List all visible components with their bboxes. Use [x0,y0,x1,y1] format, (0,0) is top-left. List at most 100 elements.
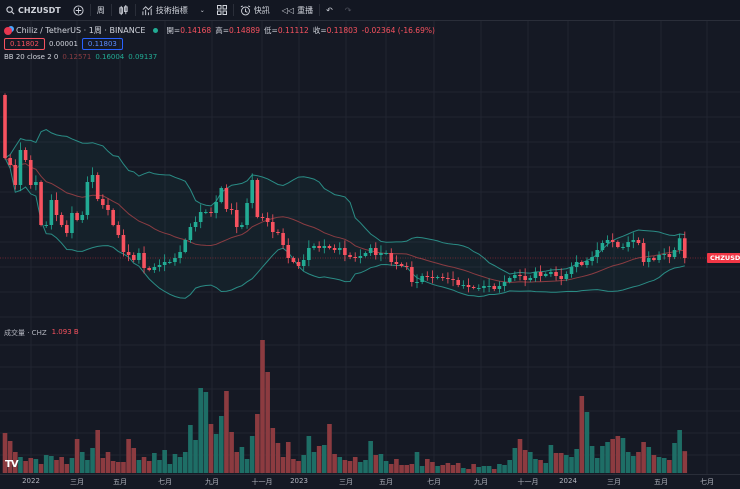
volume-bar [564,455,569,473]
candle-body [363,253,368,256]
volume-bar [409,464,415,473]
candle-body [116,225,121,235]
volume-bar [358,462,363,473]
volume-bar [646,447,652,473]
time-axis-label: 2023 [290,477,308,485]
candle-body [683,238,687,258]
volume-bar [399,465,404,473]
volume-bar [641,442,646,473]
candle-body [234,210,239,227]
volume-bar [651,455,657,473]
candlestick-icon [119,4,128,15]
volume-bar [610,439,615,473]
bollinger-legend[interactable]: BB 20 close 2 0 0.12571 0.16004 0.09137 [4,53,157,61]
candle-body [337,248,342,250]
volume-bar [234,452,240,473]
volume-bar [291,459,296,473]
candle-body [610,240,615,242]
alert-label: 快訊 [253,5,270,15]
volume-bar [198,388,203,473]
bb-label: BB 20 close 2 0 [4,53,59,61]
candle-body [657,255,661,260]
volume-bar [533,459,538,473]
volume-bar [131,448,137,473]
volume-legend[interactable]: 成交量 · CHZ 1.093 B [4,328,79,338]
volume-bar [275,443,281,473]
compare-symbol-button[interactable] [67,0,90,20]
volume-bar [90,448,95,473]
volume-bar [569,457,574,473]
replay-label: 重播 [297,5,314,15]
volume-bar [507,460,512,473]
volume-bar [466,469,471,473]
candle-body [327,246,332,248]
grid-icon [216,5,227,15]
buy-price-button[interactable]: 0.11803 [81,38,123,50]
sell-price-button[interactable]: 0.11802 [4,38,45,50]
candle-body [162,262,167,265]
layout-button[interactable] [211,0,233,20]
candle-body [178,252,182,258]
tradingview-logo[interactable]: TV [5,459,19,470]
volume-bar [517,439,523,473]
indicators-button[interactable]: 技術指標 [136,0,194,20]
candle-body [662,254,666,255]
chiliz-logo-icon [4,26,12,35]
bollinger-band-fill [5,129,685,299]
candle-body [518,275,522,276]
volume-bar [394,459,399,473]
replay-button[interactable]: ◁◁ 重播 [276,0,319,20]
candle-body [616,242,620,247]
candle-body [435,277,440,278]
candle-body [85,182,90,215]
symbol-title[interactable]: Chiliz / TetherUS · 1周 · BINANCE [16,26,146,35]
volume-bar [430,462,435,473]
volume-bar [2,433,8,473]
candle-body [126,252,131,255]
interval-button[interactable]: 周 [91,0,111,20]
time-axis-label: 九月 [474,478,488,486]
search-icon [6,5,15,14]
time-axis-label: 三月 [70,478,84,486]
volume-bar [528,452,533,473]
volume-bar [502,465,507,473]
candle-body [410,267,414,282]
volume-bar [33,459,39,473]
divider [110,4,112,16]
candle-body [286,245,291,258]
time-axis-label: 2022 [22,477,40,485]
candle-body [415,282,419,283]
volume-bar [239,447,245,473]
last-price-tag: CHZUSDT [707,253,740,263]
candle-body [523,276,527,280]
volume-bar [224,391,229,473]
candle-body [477,288,481,289]
volume-bar [121,462,126,473]
symbol-search-button[interactable]: CHZUSDT [0,0,67,20]
time-axis-label: 五月 [379,478,393,486]
volume-bar [285,442,291,473]
candle-body [188,227,193,240]
volume-bar [265,372,270,473]
candle-body [322,246,327,248]
candle-body [301,260,306,266]
volume-bar [100,458,106,473]
close-value: 0.11803 [326,26,358,35]
candle-body [142,253,146,268]
candle-body [80,215,85,220]
alert-button[interactable]: 快訊 [234,0,276,20]
candle-body [307,248,311,260]
volume-bar [661,458,667,473]
volume-bar [7,441,13,473]
spread-value: 0.00001 [48,40,78,48]
indicators-dropdown[interactable]: ⌄ [194,0,211,20]
candle-body [384,253,388,254]
volume-bar [74,439,80,473]
redo-button[interactable]: ↷ [339,0,358,20]
chart-type-button[interactable] [112,0,135,20]
undo-button[interactable]: ↶ [320,0,339,20]
candle-body [404,266,409,267]
candle-body [291,258,296,262]
volume-bar [522,450,528,473]
